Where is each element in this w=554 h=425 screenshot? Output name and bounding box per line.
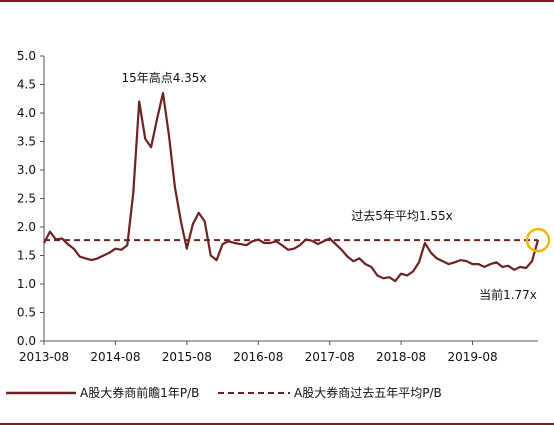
- x-axis: 2013-08 2014-08 2015-08 2016-08 2017-08 2018-…: [19, 340, 538, 364]
- y-tick-label: 1.0: [17, 277, 36, 291]
- x-tick-label: 2014-08: [90, 350, 140, 364]
- current-annotation: 当前1.77x: [479, 287, 537, 302]
- x-tick-label: 2015-08: [162, 350, 212, 364]
- y-tick-label: 2.5: [17, 192, 36, 206]
- top-border: [0, 0, 554, 2]
- x-tick-label: 2017-08: [305, 350, 355, 364]
- peak-annotation: 15年高点4.35x: [121, 70, 206, 85]
- bottom-border: [0, 423, 554, 425]
- plot-area: [43, 91, 551, 283]
- forward-pb-series-line: [43, 91, 540, 283]
- legend: A股大券商前瞻1年P/B A股大券商过去五年平均P/B: [6, 385, 442, 400]
- y-tick-label: 3.5: [17, 135, 36, 149]
- y-tick-label: 1.5: [17, 249, 36, 263]
- y-tick-label: 2.0: [17, 220, 36, 234]
- legend-label-average-pb: A股大券商过去五年平均P/B: [294, 385, 442, 400]
- x-tick-label: 2018-08: [376, 350, 426, 364]
- current-value-highlight-circle: [525, 227, 551, 253]
- y-tick-label: 4.5: [17, 78, 36, 92]
- legend-label-forward-pb: A股大券商前瞻1年P/B: [80, 385, 199, 400]
- y-axis: 0.0 0.5 1.0 1.5 2.0 2.5 3.0 3.5 4.0 4.5 5.0: [17, 49, 45, 348]
- y-tick-label: 4.0: [17, 106, 36, 120]
- average-annotation: 过去5年平均1.55x: [351, 209, 452, 223]
- annotations: 15年高点4.35x 过去5年平均1.55x 当前1.77x: [121, 70, 536, 302]
- y-tick-label: 5.0: [17, 49, 36, 63]
- x-tick-label: 2019-08: [447, 350, 497, 364]
- y-tick-label: 3.0: [17, 163, 36, 177]
- y-tick-label: 0.0: [17, 334, 36, 348]
- y-tick-label: 0.5: [17, 306, 36, 320]
- x-tick-label: 2016-08: [233, 350, 283, 364]
- x-tick-label: 2013-08: [19, 350, 69, 364]
